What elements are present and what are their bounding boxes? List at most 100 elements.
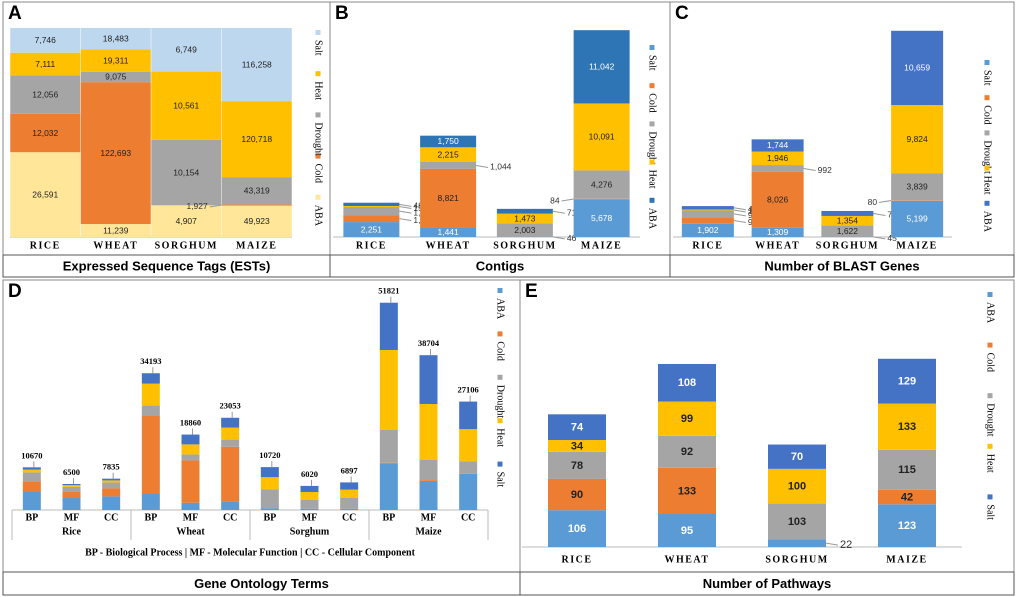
legend-swatch — [987, 342, 993, 348]
legend-swatch — [984, 95, 990, 101]
bar-segment — [181, 502, 200, 510]
bar-segment — [340, 508, 359, 510]
legend-swatch — [315, 71, 321, 77]
callout-line — [399, 203, 412, 207]
bar-segment — [300, 500, 319, 509]
value-label: 1,309 — [767, 227, 789, 237]
callout-line — [879, 200, 892, 203]
bar-segment — [420, 161, 477, 169]
value-label: 1,354 — [837, 215, 859, 225]
value-label: 10,659 — [904, 63, 930, 73]
value-label: 4,276 — [591, 179, 613, 189]
x-tick-label: SORGHUM — [155, 240, 218, 251]
bar-segment — [340, 482, 359, 490]
bar-segment — [420, 168, 477, 228]
bar-segment — [459, 461, 478, 474]
legend-label: Drought — [982, 140, 993, 174]
bar-segment — [10, 28, 81, 53]
bar-segment — [181, 434, 200, 445]
bar-segment — [420, 135, 477, 148]
bar-segment — [62, 484, 81, 486]
total-label: 10720 — [259, 450, 280, 460]
bar-segment — [878, 504, 936, 547]
value-label: 80 — [868, 197, 878, 207]
caption-box — [519, 571, 1015, 596]
bar-segment — [891, 105, 944, 174]
value-label: 19,311 — [103, 55, 129, 65]
value-label: 78 — [571, 460, 583, 472]
bar-segment — [548, 451, 606, 479]
x-tick-label: SORGHUM — [493, 240, 556, 251]
bar-segment — [496, 223, 553, 237]
value-label: 10,561 — [173, 100, 199, 110]
x-tick-label: RICE — [30, 240, 61, 251]
x-tick-label: MAIZE — [886, 554, 927, 565]
bar-segment — [10, 113, 81, 153]
bar-segment — [102, 482, 121, 489]
legend-label: Drought — [985, 403, 996, 437]
bar-segment — [419, 480, 438, 481]
value-label: 18,483 — [103, 33, 129, 43]
x-tick-label: MAIZE — [581, 240, 622, 251]
panel-caption: Gene Ontology Terms — [194, 576, 329, 591]
value-label: 1,441 — [437, 227, 459, 237]
value-label: 7,746 — [35, 35, 57, 45]
callout-line — [733, 220, 746, 224]
legend-swatch — [649, 121, 655, 127]
legend-swatch — [315, 194, 321, 200]
panel-caption: Number of BLAST Genes — [764, 258, 919, 273]
bar-segment — [22, 492, 41, 510]
bar-segment — [420, 147, 477, 162]
bar-segment — [80, 49, 151, 72]
bar-segment — [260, 467, 279, 478]
x-tick-label: SORGHUM — [765, 554, 828, 565]
x-tick-label: BP — [382, 512, 395, 523]
bar-segment — [141, 416, 160, 494]
value-label: 1,750 — [437, 136, 459, 146]
x-tick-label: SORGHUM — [816, 240, 879, 251]
value-label: 2,251 — [361, 224, 383, 234]
panel-letter: E — [525, 281, 538, 302]
x-tick-label: MF — [302, 512, 318, 523]
bar-segment — [221, 427, 240, 440]
x-tick-label: RICE — [561, 554, 592, 565]
panel-letter: D — [8, 281, 22, 302]
bar-segment — [891, 200, 944, 201]
value-label: 11,239 — [103, 225, 129, 235]
legend-swatch — [497, 374, 503, 380]
total-label: 38704 — [418, 338, 440, 348]
bar-segment — [151, 139, 222, 206]
value-label: 42 — [901, 491, 913, 503]
value-label: 1,946 — [767, 153, 789, 163]
value-label: 6,749 — [176, 45, 198, 55]
bar-segment — [681, 223, 734, 237]
callout-line — [733, 213, 746, 217]
bar-segment — [10, 52, 81, 76]
legend-swatch — [984, 60, 990, 65]
value-label: 123 — [898, 520, 916, 532]
bar-segment — [80, 224, 151, 237]
value-label: 9,824 — [906, 134, 928, 144]
bar-segment — [419, 460, 438, 480]
x-tick-label: WHEAT — [664, 554, 709, 565]
value-label: 4,907 — [176, 216, 198, 226]
x-tick-label: BP — [25, 512, 38, 523]
bar-segment — [102, 478, 121, 481]
value-label: 108 — [678, 377, 696, 389]
callout-line — [209, 204, 222, 208]
legend-swatch — [987, 494, 993, 500]
value-label: 11,042 — [589, 62, 615, 72]
x-tick-label: BP — [144, 512, 157, 523]
legend-swatch — [315, 112, 321, 118]
bar-segment — [300, 492, 319, 500]
bar-segment — [496, 208, 553, 214]
bar-segment — [260, 477, 279, 490]
bar-segment — [878, 489, 936, 505]
bar-segment — [821, 210, 874, 216]
legend-swatch — [315, 153, 321, 159]
bar-segment — [343, 222, 400, 237]
bar-segment — [681, 210, 734, 218]
bar-segment — [10, 75, 81, 114]
bar-segment — [22, 481, 41, 492]
total-label: 51821 — [378, 286, 399, 296]
